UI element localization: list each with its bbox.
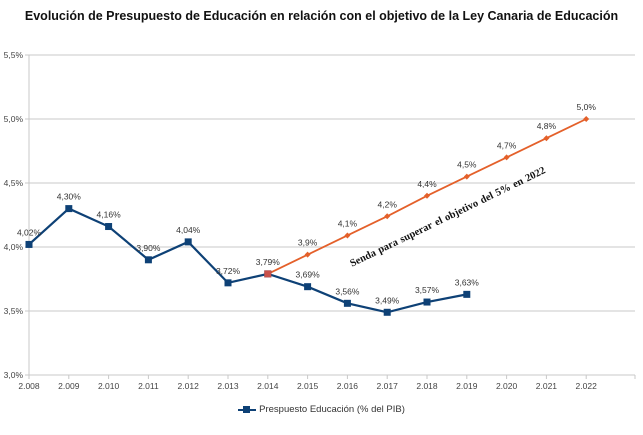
data-point [463, 290, 471, 298]
data-point [25, 240, 33, 248]
data-label: 3,79% [256, 257, 281, 267]
data-label: 3,63% [455, 277, 480, 287]
data-label: 3,90% [136, 243, 161, 253]
annotation-word: para [376, 237, 400, 256]
x-tick-label: 2.011 [138, 381, 159, 391]
x-tick-label: 2.008 [18, 381, 40, 391]
annotation-word: en [511, 176, 525, 191]
data-point [383, 308, 391, 316]
legend-label: Prespuesto Educación (% del PIB) [259, 404, 405, 415]
data-point [304, 283, 312, 291]
data-label: 4,04% [176, 225, 201, 235]
data-point [543, 135, 550, 142]
data-label: 4,8% [537, 121, 557, 131]
data-point [144, 256, 152, 264]
chart-title: Evolución de Presupuesto de Educación en… [24, 9, 619, 23]
annotation-word: del [479, 191, 496, 207]
data-point [65, 205, 73, 213]
y-tick-label: 4,5% [4, 178, 24, 188]
legend-marker-icon [238, 405, 257, 415]
data-label: 4,16% [97, 210, 122, 220]
x-tick-label: 2.020 [496, 381, 518, 391]
annotation-word: superar [398, 220, 435, 245]
data-label: 3,56% [335, 286, 360, 296]
data-point [384, 213, 391, 220]
data-point [583, 116, 590, 122]
x-tick-label: 2.017 [377, 381, 399, 391]
annotation-word: objetivo [443, 198, 480, 224]
data-label: 4,4% [417, 179, 437, 189]
data-point [423, 298, 431, 306]
x-tick-label: 2.012 [178, 381, 200, 391]
data-point [343, 299, 351, 307]
data-label: 4,2% [378, 199, 398, 209]
data-point [344, 232, 351, 239]
x-tick-label: 2.013 [217, 381, 239, 391]
data-label: 3,57% [415, 285, 440, 295]
annotation-word: Senda [349, 247, 379, 269]
data-label: 4,1% [338, 218, 358, 228]
data-point [304, 251, 311, 258]
x-tick-label: 2.019 [456, 381, 478, 391]
data-label: 5,0% [577, 102, 597, 112]
data-point [503, 154, 510, 161]
data-label: 4,30% [57, 192, 82, 202]
annotation-word: el [433, 215, 445, 228]
x-tick-label: 2.018 [416, 381, 438, 391]
y-tick-label: 3,5% [4, 306, 24, 316]
data-point [224, 279, 232, 287]
data-point [184, 238, 192, 246]
x-tick-label: 2.015 [297, 381, 319, 391]
legend: Prespuesto Educación (% del PIB) [0, 404, 643, 415]
x-tick-label: 2.010 [98, 381, 120, 391]
annotation-word: 5% [494, 182, 513, 199]
annotation-word: 2022 [524, 165, 548, 184]
y-tick-label: 4,0% [4, 242, 24, 252]
data-point [105, 223, 113, 231]
series-line-0 [28, 207, 468, 314]
x-tick-label: 2.014 [257, 381, 279, 391]
y-tick-label: 5,5% [4, 50, 24, 60]
data-point [424, 192, 430, 199]
y-tick-label: 5,0% [4, 114, 24, 124]
data-label: 4,5% [457, 160, 477, 170]
x-tick-label: 2.009 [58, 381, 80, 391]
data-label: 3,69% [296, 270, 321, 280]
x-tick-label: 2.022 [576, 381, 598, 391]
y-tick-label: 3,0% [4, 370, 24, 380]
data-label: 3,49% [375, 295, 400, 305]
x-tick-label: 2.016 [337, 381, 359, 391]
data-label: 3,9% [298, 238, 318, 248]
data-label: 4,7% [497, 140, 517, 150]
x-tick-label: 2.021 [536, 381, 558, 391]
data-label: 4,02% [17, 227, 42, 237]
data-point [264, 270, 272, 278]
data-label: 3,72% [216, 266, 241, 276]
data-point [463, 173, 470, 180]
